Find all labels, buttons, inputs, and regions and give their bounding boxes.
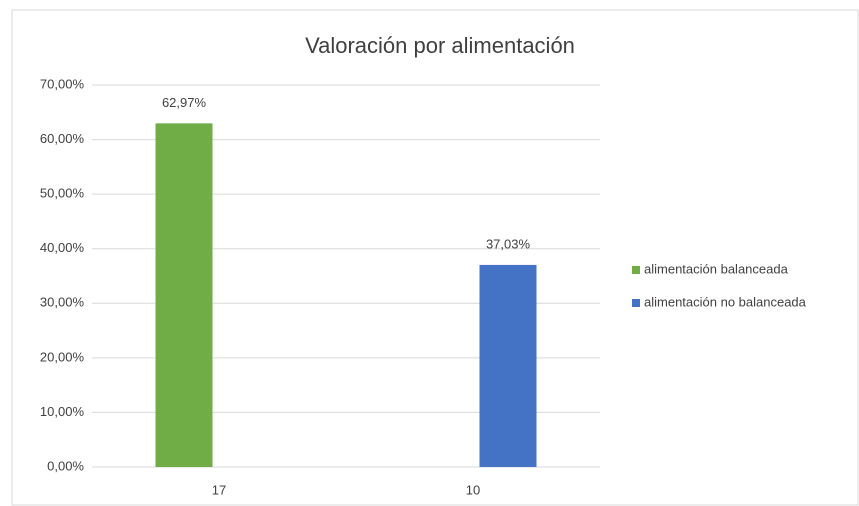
data-label: 62,97% — [162, 95, 207, 110]
chart-border — [11, 9, 859, 506]
y-tick-label: 10,00% — [40, 404, 85, 419]
legend-label: alimentación no balanceada — [644, 294, 807, 309]
y-tick-label: 50,00% — [40, 186, 85, 201]
y-tick-label: 40,00% — [40, 240, 85, 255]
chart-title: Valoración por alimentación — [305, 33, 575, 58]
x-tick-label: 17 — [212, 482, 226, 497]
bar — [479, 264, 537, 467]
x-tick-label: 10 — [466, 482, 480, 497]
y-tick-label: 60,00% — [40, 131, 85, 146]
y-tick-label: 30,00% — [40, 295, 85, 310]
y-tick-label: 20,00% — [40, 349, 85, 364]
y-tick-label: 0,00% — [47, 458, 84, 473]
legend-swatch — [632, 266, 640, 274]
legend-label: alimentación balanceada — [644, 261, 789, 276]
y-tick-label: 70,00% — [40, 76, 85, 91]
legend-swatch — [632, 299, 640, 307]
data-label: 37,03% — [486, 236, 531, 251]
bar — [155, 123, 213, 468]
